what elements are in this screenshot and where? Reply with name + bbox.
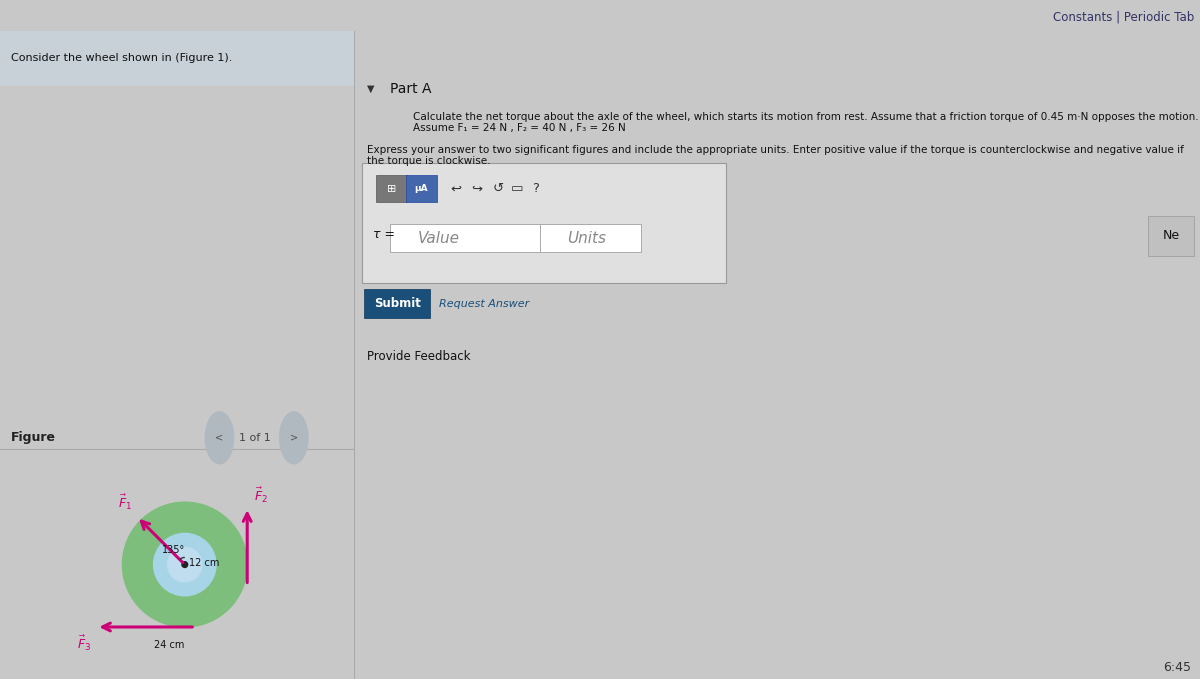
- Text: 1 of 1: 1 of 1: [239, 433, 271, 443]
- FancyBboxPatch shape: [376, 175, 407, 202]
- Text: Consider the wheel shown in (Figure 1).: Consider the wheel shown in (Figure 1).: [11, 54, 232, 63]
- Text: Value: Value: [418, 231, 460, 246]
- Text: ↺: ↺: [492, 182, 503, 196]
- Text: Calculate the net torque about the axle of the wheel, which starts its motion fr: Calculate the net torque about the axle …: [413, 111, 1199, 133]
- Text: Submit: Submit: [373, 297, 420, 310]
- Circle shape: [168, 547, 202, 582]
- Text: ▼: ▼: [367, 84, 374, 94]
- Text: Provide Feedback: Provide Feedback: [367, 350, 470, 363]
- Text: Constants | Periodic Tab: Constants | Periodic Tab: [1052, 10, 1194, 23]
- FancyBboxPatch shape: [0, 31, 354, 86]
- Text: Part A: Part A: [390, 82, 431, 96]
- Text: 135°: 135°: [162, 545, 186, 555]
- FancyBboxPatch shape: [362, 164, 726, 283]
- Text: Figure: Figure: [11, 431, 55, 444]
- Text: $\vec{F}_1$: $\vec{F}_1$: [118, 492, 132, 511]
- Text: 12 cm: 12 cm: [188, 558, 220, 568]
- Text: Ne: Ne: [1163, 229, 1180, 242]
- FancyBboxPatch shape: [540, 224, 641, 253]
- Circle shape: [182, 562, 187, 568]
- Circle shape: [280, 412, 308, 464]
- FancyBboxPatch shape: [1148, 216, 1194, 255]
- Text: $\vec{F}_2$: $\vec{F}_2$: [253, 485, 268, 504]
- FancyBboxPatch shape: [364, 289, 430, 318]
- Circle shape: [154, 534, 216, 595]
- Text: ▭: ▭: [511, 182, 523, 196]
- Text: τ =: τ =: [373, 228, 395, 241]
- Text: ↪: ↪: [472, 182, 482, 196]
- Circle shape: [122, 502, 247, 627]
- Circle shape: [205, 412, 234, 464]
- Text: $\vec{F}_3$: $\vec{F}_3$: [77, 634, 91, 653]
- Text: >: >: [289, 433, 298, 443]
- Text: ⊞: ⊞: [386, 184, 396, 194]
- Text: Units: Units: [568, 231, 606, 246]
- FancyBboxPatch shape: [406, 175, 437, 202]
- Text: µA: µA: [414, 184, 428, 194]
- FancyBboxPatch shape: [390, 224, 542, 253]
- Text: 24 cm: 24 cm: [154, 640, 185, 650]
- Text: Express your answer to two significant figures and include the appropriate units: Express your answer to two significant f…: [367, 145, 1183, 166]
- Text: ?: ?: [533, 182, 539, 196]
- Text: 6:45: 6:45: [1164, 661, 1192, 674]
- Text: Request Answer: Request Answer: [439, 299, 529, 308]
- Text: ↩: ↩: [450, 182, 461, 196]
- Text: <: <: [216, 433, 223, 443]
